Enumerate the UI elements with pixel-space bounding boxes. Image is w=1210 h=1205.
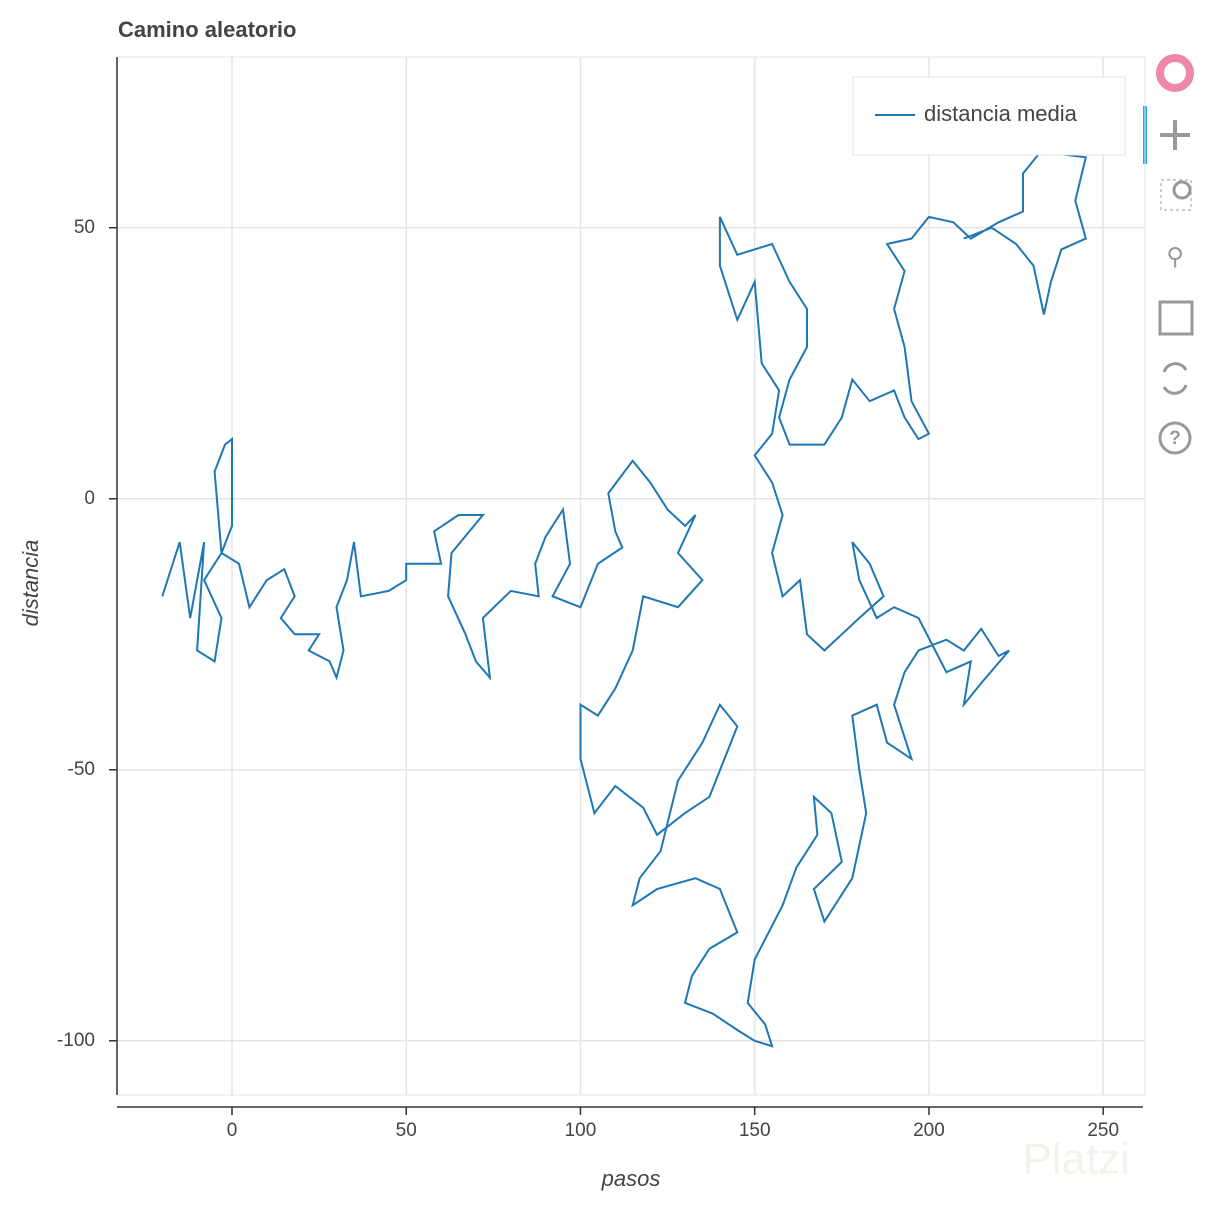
x-axis-label: pasos [601, 1166, 661, 1191]
chart-title: Camino aleatorio [118, 17, 296, 42]
y-tick-label: 50 [74, 217, 95, 238]
x-tick-label: 100 [565, 1120, 597, 1141]
y-tick-label: -100 [57, 1030, 95, 1051]
x-tick-label: 50 [396, 1120, 417, 1141]
y-axis-label: distancia [18, 540, 43, 627]
watermark: Platzi [1022, 1135, 1130, 1184]
grid [117, 57, 1145, 1095]
reset-tool[interactable] [1162, 362, 1188, 395]
legend-label: distancia media [924, 101, 1078, 126]
x-tick-label: 250 [1087, 1120, 1119, 1141]
y-tick-label: -50 [68, 759, 95, 780]
box-zoom-tool[interactable] [1160, 179, 1192, 211]
x-tick-label: 150 [739, 1120, 771, 1141]
bokeh-logo[interactable] [1156, 54, 1194, 92]
pan-tool[interactable] [1160, 120, 1190, 150]
toolbar: ⚲ ? [1143, 54, 1194, 455]
x-tick-label: 200 [913, 1120, 945, 1141]
box-zoom-lens [1172, 180, 1192, 200]
x-tick-label: 0 [227, 1120, 238, 1141]
save-tool[interactable] [1158, 300, 1194, 336]
series-line [161, 150, 1088, 1048]
help-icon: ? [1169, 428, 1181, 449]
plot-frame [116, 56, 1146, 1096]
y-tick-label: 0 [84, 488, 95, 509]
help-tool[interactable] [1158, 421, 1192, 455]
wheel-zoom-tool[interactable]: ⚲ [1166, 243, 1184, 270]
